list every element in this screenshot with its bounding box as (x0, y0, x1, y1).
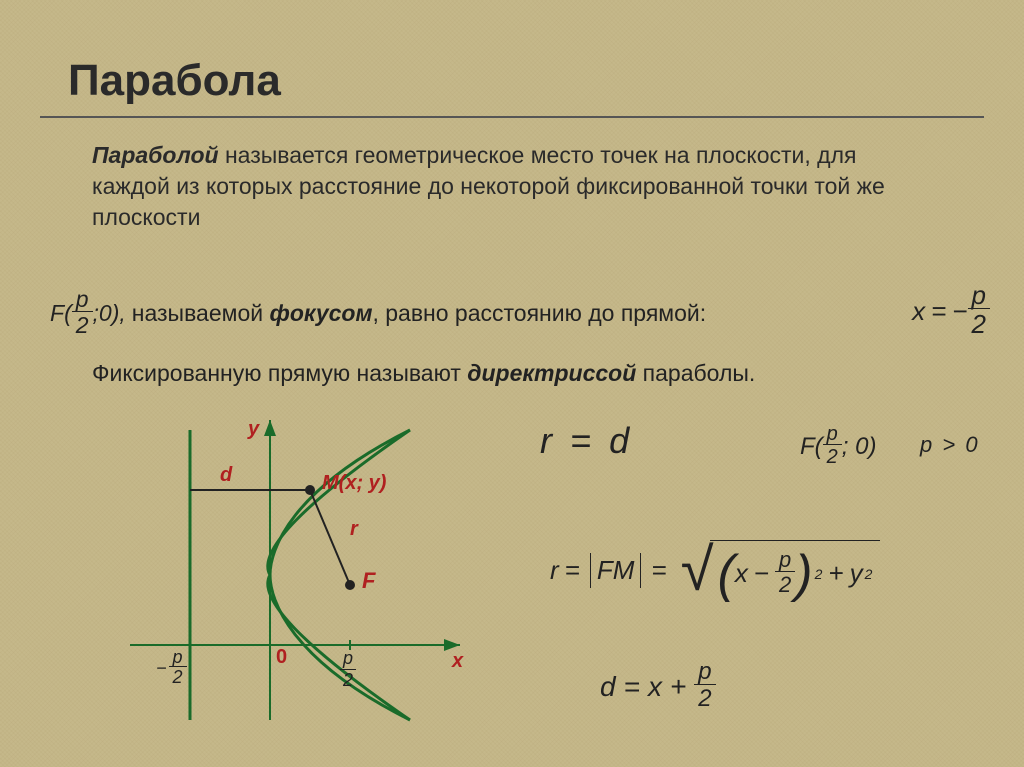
z: 0 (965, 432, 977, 457)
fi-den: 2 (775, 572, 795, 598)
tick-label-negp2: − p 2 (156, 648, 187, 689)
x-var: x (912, 296, 925, 327)
sq2: 2 (865, 566, 873, 582)
abs-FM: FM (590, 553, 642, 588)
focus-point: F(p2;0), (50, 288, 126, 340)
dir-pre: Фиксированную прямую называют (92, 360, 467, 386)
p: p (920, 432, 932, 457)
frac-num2: p (968, 282, 990, 309)
eq-p-gt-0: p > 0 (920, 432, 978, 458)
fi-num: p (775, 549, 795, 572)
fd-den: 2 (694, 685, 715, 714)
txt-mid: называемой (132, 300, 270, 326)
sq1: 2 (815, 566, 823, 582)
eq: = (570, 420, 591, 461)
focus-row: F(p2;0), называемой фокусом, равно расст… (50, 288, 990, 340)
frac-inner: p2 (775, 549, 795, 598)
label-O: 0 (276, 646, 287, 669)
F-letter: F (50, 300, 64, 327)
label-d: d (220, 464, 232, 487)
p2-den: 2 (340, 670, 356, 691)
frac-negp2: p 2 (169, 648, 187, 689)
dir-post: параболы. (636, 360, 755, 386)
fp-num: p (823, 424, 842, 445)
fp-den: 2 (823, 445, 842, 469)
frac-num: p (72, 288, 93, 312)
frac-den: 2 (72, 312, 93, 340)
d2: d (600, 671, 616, 703)
r-segment (310, 490, 350, 585)
diagram-svg (100, 400, 480, 740)
d: d (609, 420, 629, 461)
directrix-eq: x = − p2 (912, 282, 990, 340)
paren-r: ) (795, 548, 812, 600)
frac-d: p2 (694, 660, 715, 714)
frac-den2: 2 (968, 309, 990, 340)
eq-r-formula: r = FM = √ ( x − p2 )2 + y2 (550, 540, 880, 600)
frac-p2-dir: p2 (968, 282, 990, 340)
eq3: = (651, 555, 666, 586)
y2: y (850, 558, 863, 589)
neg: − (156, 658, 167, 679)
eq4: = (624, 671, 640, 703)
title-underline (40, 116, 984, 118)
term-directrix: директриссой (467, 360, 636, 386)
label-y: y (248, 418, 259, 441)
fp-zero: 0 (855, 433, 868, 461)
frac-p2f: p2 (823, 424, 842, 469)
x2: x (735, 558, 748, 589)
x3: x (648, 671, 662, 703)
point-M (305, 485, 315, 495)
label-r: r (350, 518, 358, 541)
eq-d-formula: d = x + p2 (600, 660, 716, 714)
frac-p2: p2 (72, 288, 93, 340)
gt: > (942, 432, 955, 457)
txt-after: , равно расстоянию до прямой: (372, 300, 706, 326)
tick-label-p2: p 2 (340, 648, 356, 691)
term-parabola: Параболой (92, 142, 219, 168)
directrix-text: Фиксированную прямую называют директрисс… (92, 360, 755, 387)
label-M: M(x; y) (322, 472, 386, 495)
eq2: = (565, 555, 580, 586)
p2-num: p (340, 648, 356, 670)
negp2-num: p (169, 648, 187, 667)
plus2: + (670, 671, 686, 703)
r: r (540, 420, 552, 461)
negp2-den: 2 (169, 667, 187, 689)
plus: + (828, 558, 843, 589)
F2: F (800, 433, 815, 461)
definition-text: Параболой называется геометрическое мест… (92, 140, 932, 233)
focus-text: называемой фокусом, равно расстоянию до … (132, 300, 706, 327)
sqrt-body: ( x − p2 )2 + y2 (710, 540, 881, 600)
parabola-diagram: y x d M(x; y) r F 0 p 2 − p 2 (100, 400, 480, 740)
term-focus: фокусом (269, 300, 372, 326)
slide-title: Парабола (68, 56, 281, 106)
r2: r (550, 555, 559, 586)
zero: 0 (99, 300, 112, 327)
point-F (345, 580, 355, 590)
fd-num: p (694, 660, 715, 685)
sqrt: √ ( x − p2 )2 + y2 (681, 540, 881, 600)
paren-l: ( (718, 548, 735, 600)
eq-sign: = (931, 296, 946, 327)
neg-sign: − (952, 296, 967, 327)
formulas-block: r = d F(p2; 0) p > 0 r = FM = √ ( x − p2… (540, 420, 1000, 462)
eq-focus-pt: F(p2; 0) (800, 424, 877, 469)
label-x: x (452, 650, 463, 673)
label-F: F (362, 568, 375, 594)
minus: − (754, 558, 769, 589)
